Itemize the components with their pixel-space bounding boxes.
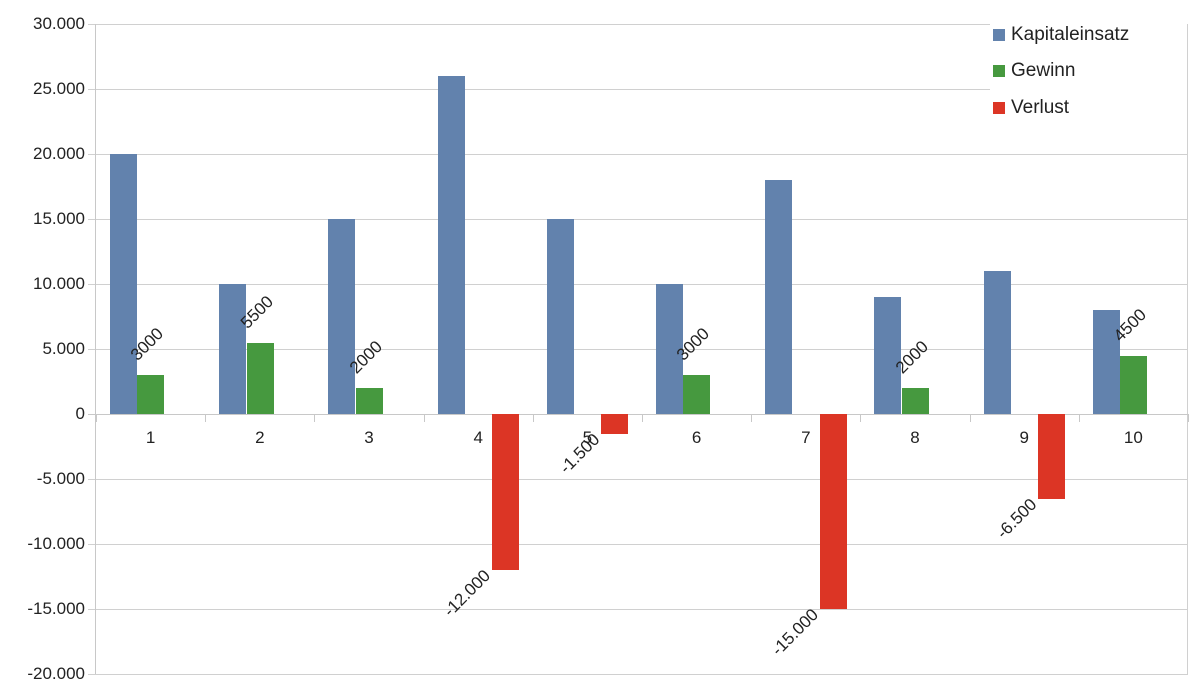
x-tick-label: 6 (691, 428, 702, 447)
y-tick-label: -15.000 (27, 599, 85, 618)
legend-label: Kapitaleinsatz (1011, 24, 1130, 45)
bar-verlust-5 (601, 414, 629, 434)
bar-kapitaleinsatz-3 (328, 219, 356, 414)
y-tick-label: -5.000 (36, 469, 85, 488)
y-tick-label: 15.000 (33, 209, 85, 228)
bar-verlust-9 (1038, 414, 1066, 499)
x-axis-line (88, 414, 1188, 415)
bar-kapitaleinsatz-9 (983, 271, 1011, 414)
y-tick-label: 0 (75, 404, 85, 423)
y-tick-label: 10.000 (33, 274, 85, 293)
gridline (88, 674, 1188, 675)
x-tick-label: 2 (255, 428, 265, 447)
legend-swatch-icon (993, 65, 1005, 77)
legend-label: Gewinn (1011, 60, 1076, 81)
bar-gewinn-1 (137, 375, 165, 414)
x-tick-mark (642, 414, 643, 422)
gridline (88, 349, 1188, 350)
data-label: -6.500 (992, 494, 1041, 543)
legend-label: Verlust (1011, 97, 1070, 118)
gridline (88, 544, 1188, 545)
gridline (88, 89, 1188, 90)
x-tick-mark (423, 414, 425, 422)
x-tick-label: 9 (1019, 428, 1029, 447)
legend-item-verlust: Verlust (993, 97, 1069, 119)
x-tick-mark (532, 414, 534, 422)
x-tick-label: 8 (910, 428, 920, 447)
y-tick-label: -20.000 (27, 664, 85, 683)
bar-kapitaleinsatz-2 (219, 284, 247, 414)
bar-kapitaleinsatz-8 (874, 297, 902, 414)
x-tick-mark (860, 414, 862, 422)
bar-kapitaleinsatz-6 (656, 284, 683, 414)
y-tick-label: 20.000 (33, 144, 85, 163)
gridline (88, 284, 1188, 285)
x-tick-mark (205, 414, 207, 422)
bar-gewinn-6 (683, 375, 711, 414)
bar-gewinn-10 (1120, 355, 1148, 414)
legend-item-kapitaleinsatz: Kapitaleinsatz (993, 24, 1129, 46)
x-tick-label: 7 (801, 428, 811, 447)
bar-gewinn-3 (355, 388, 383, 414)
x-tick-mark (969, 414, 971, 422)
x-tick-label: 4 (473, 428, 483, 447)
data-label: -15.000 (767, 605, 822, 660)
bar-kapitaleinsatz-4 (437, 76, 465, 414)
x-tick-mark (314, 414, 316, 422)
x-tick-label: 1 (145, 428, 156, 447)
y-tick-label: 5.000 (42, 339, 85, 358)
gridline (88, 154, 1188, 155)
bar-kapitaleinsatz-10 (1092, 310, 1120, 414)
x-tick-label: 5 (582, 428, 593, 447)
gridline (88, 24, 1188, 25)
bar-kapitaleinsatz-7 (765, 180, 793, 414)
legend-swatch-icon (993, 102, 1005, 114)
legend-item-gewinn: Gewinn (993, 60, 1075, 82)
bar-gewinn-2 (246, 342, 274, 414)
y-tick-label: 25.000 (33, 79, 85, 98)
y-tick-label: 30.000 (33, 14, 85, 33)
data-label: -12.000 (440, 566, 495, 621)
gridline (88, 219, 1188, 220)
y-axis (95, 24, 96, 674)
x-tick-label: 10 (1123, 428, 1143, 447)
plot-right-edge (1187, 24, 1188, 674)
x-tick-mark (751, 414, 753, 422)
gridline (88, 479, 1188, 480)
legend-swatch-icon (993, 29, 1005, 41)
bar-verlust-4 (492, 414, 520, 570)
x-tick-label: 3 (364, 428, 374, 447)
x-tick-mark (96, 414, 97, 422)
x-tick-mark (1188, 414, 1189, 422)
gridline (88, 609, 1188, 610)
x-tick-mark (1078, 414, 1080, 422)
bar-verlust-7 (819, 414, 847, 609)
bar-kapitaleinsatz-1 (110, 154, 137, 414)
y-tick-label: -10.000 (27, 534, 85, 553)
bar-gewinn-8 (901, 388, 929, 414)
bar-kapitaleinsatz-5 (546, 219, 574, 414)
legend: Kapitaleinsatz Gewinn Verlust (990, 24, 1187, 134)
